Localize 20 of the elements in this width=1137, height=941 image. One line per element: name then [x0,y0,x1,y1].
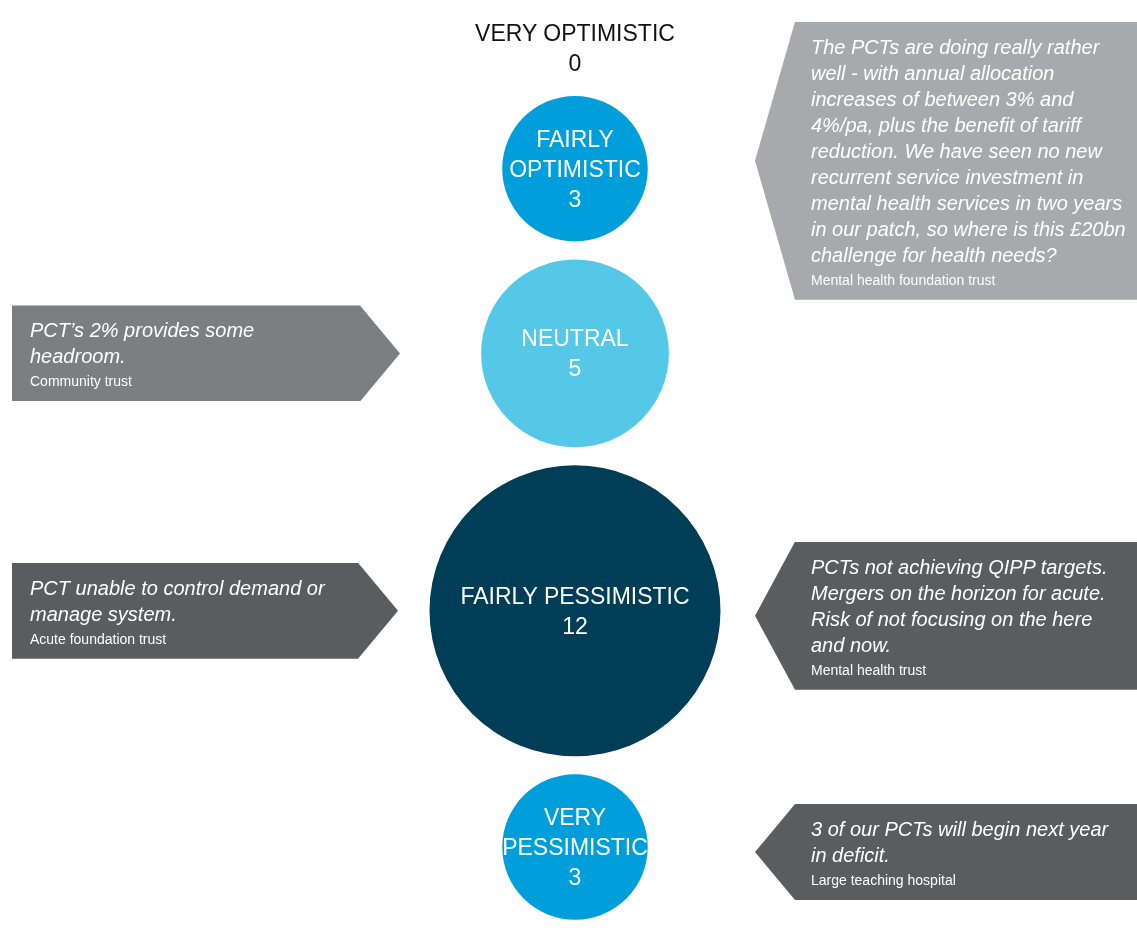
text: PCT unable to control demand or manage system. [30,575,327,627]
text: Mental health trust [811,661,928,678]
data-label: 5 [567,354,583,384]
data-label: 3 [567,863,583,893]
text: The PCTs are doing really rather well - with annual allocation increases of between 3% and 4%/pa, plus the benefit of tariff reduction. We have seen no new recurrent service investment in mental health services in two years in our patch, so where is this £20bn challenge for health needs? [811,35,1126,266]
text: 3 of our PCTs will begin next year in deficit. [811,817,1110,869]
category-label: VERY PESSIMISTIC [501,803,649,863]
text: Community trust [30,373,133,390]
category-label: FAIRLY OPTIMISTIC [508,124,642,184]
text: Large teaching hospital [811,872,957,889]
text: Mental health foundation trust [811,271,997,288]
data-label: 12 [561,611,589,641]
category-label: NEUTRAL [520,324,630,354]
category-label: FAIRLY PESSIMISTIC [459,581,691,611]
text: Acute foundation trust [30,630,168,647]
text: PCTs not achieving QIPP targets. Mergers on the horizon for acute. Risk of not focusing on the here and now. [811,554,1109,658]
data-label: 3 [567,184,583,214]
category-label: VERY OPTIMISTIC [474,19,676,48]
data-label: 0 [567,49,583,78]
text: PCT’s 2% provides some headroom. [30,318,256,370]
